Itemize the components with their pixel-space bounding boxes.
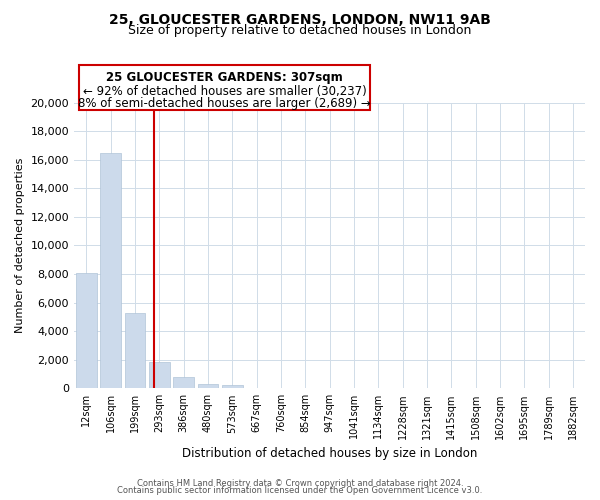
FancyBboxPatch shape [79, 66, 370, 110]
Text: Size of property relative to detached houses in London: Size of property relative to detached ho… [128, 24, 472, 37]
Text: 8% of semi-detached houses are larger (2,689) →: 8% of semi-detached houses are larger (2… [79, 98, 371, 110]
Bar [125, 312, 145, 388]
Bar [222, 385, 242, 388]
X-axis label: Distribution of detached houses by size in London: Distribution of detached houses by size … [182, 447, 477, 460]
Text: Contains public sector information licensed under the Open Government Licence v3: Contains public sector information licen… [118, 486, 482, 495]
Text: ← 92% of detached houses are smaller (30,237): ← 92% of detached houses are smaller (30… [83, 85, 367, 98]
Bar [149, 362, 170, 388]
Text: 25 GLOUCESTER GARDENS: 307sqm: 25 GLOUCESTER GARDENS: 307sqm [106, 70, 343, 84]
Y-axis label: Number of detached properties: Number of detached properties [15, 158, 25, 333]
Bar [100, 152, 121, 388]
Bar [76, 272, 97, 388]
Bar [173, 377, 194, 388]
Text: 25, GLOUCESTER GARDENS, LONDON, NW11 9AB: 25, GLOUCESTER GARDENS, LONDON, NW11 9AB [109, 12, 491, 26]
Text: Contains HM Land Registry data © Crown copyright and database right 2024.: Contains HM Land Registry data © Crown c… [137, 478, 463, 488]
Bar [197, 384, 218, 388]
